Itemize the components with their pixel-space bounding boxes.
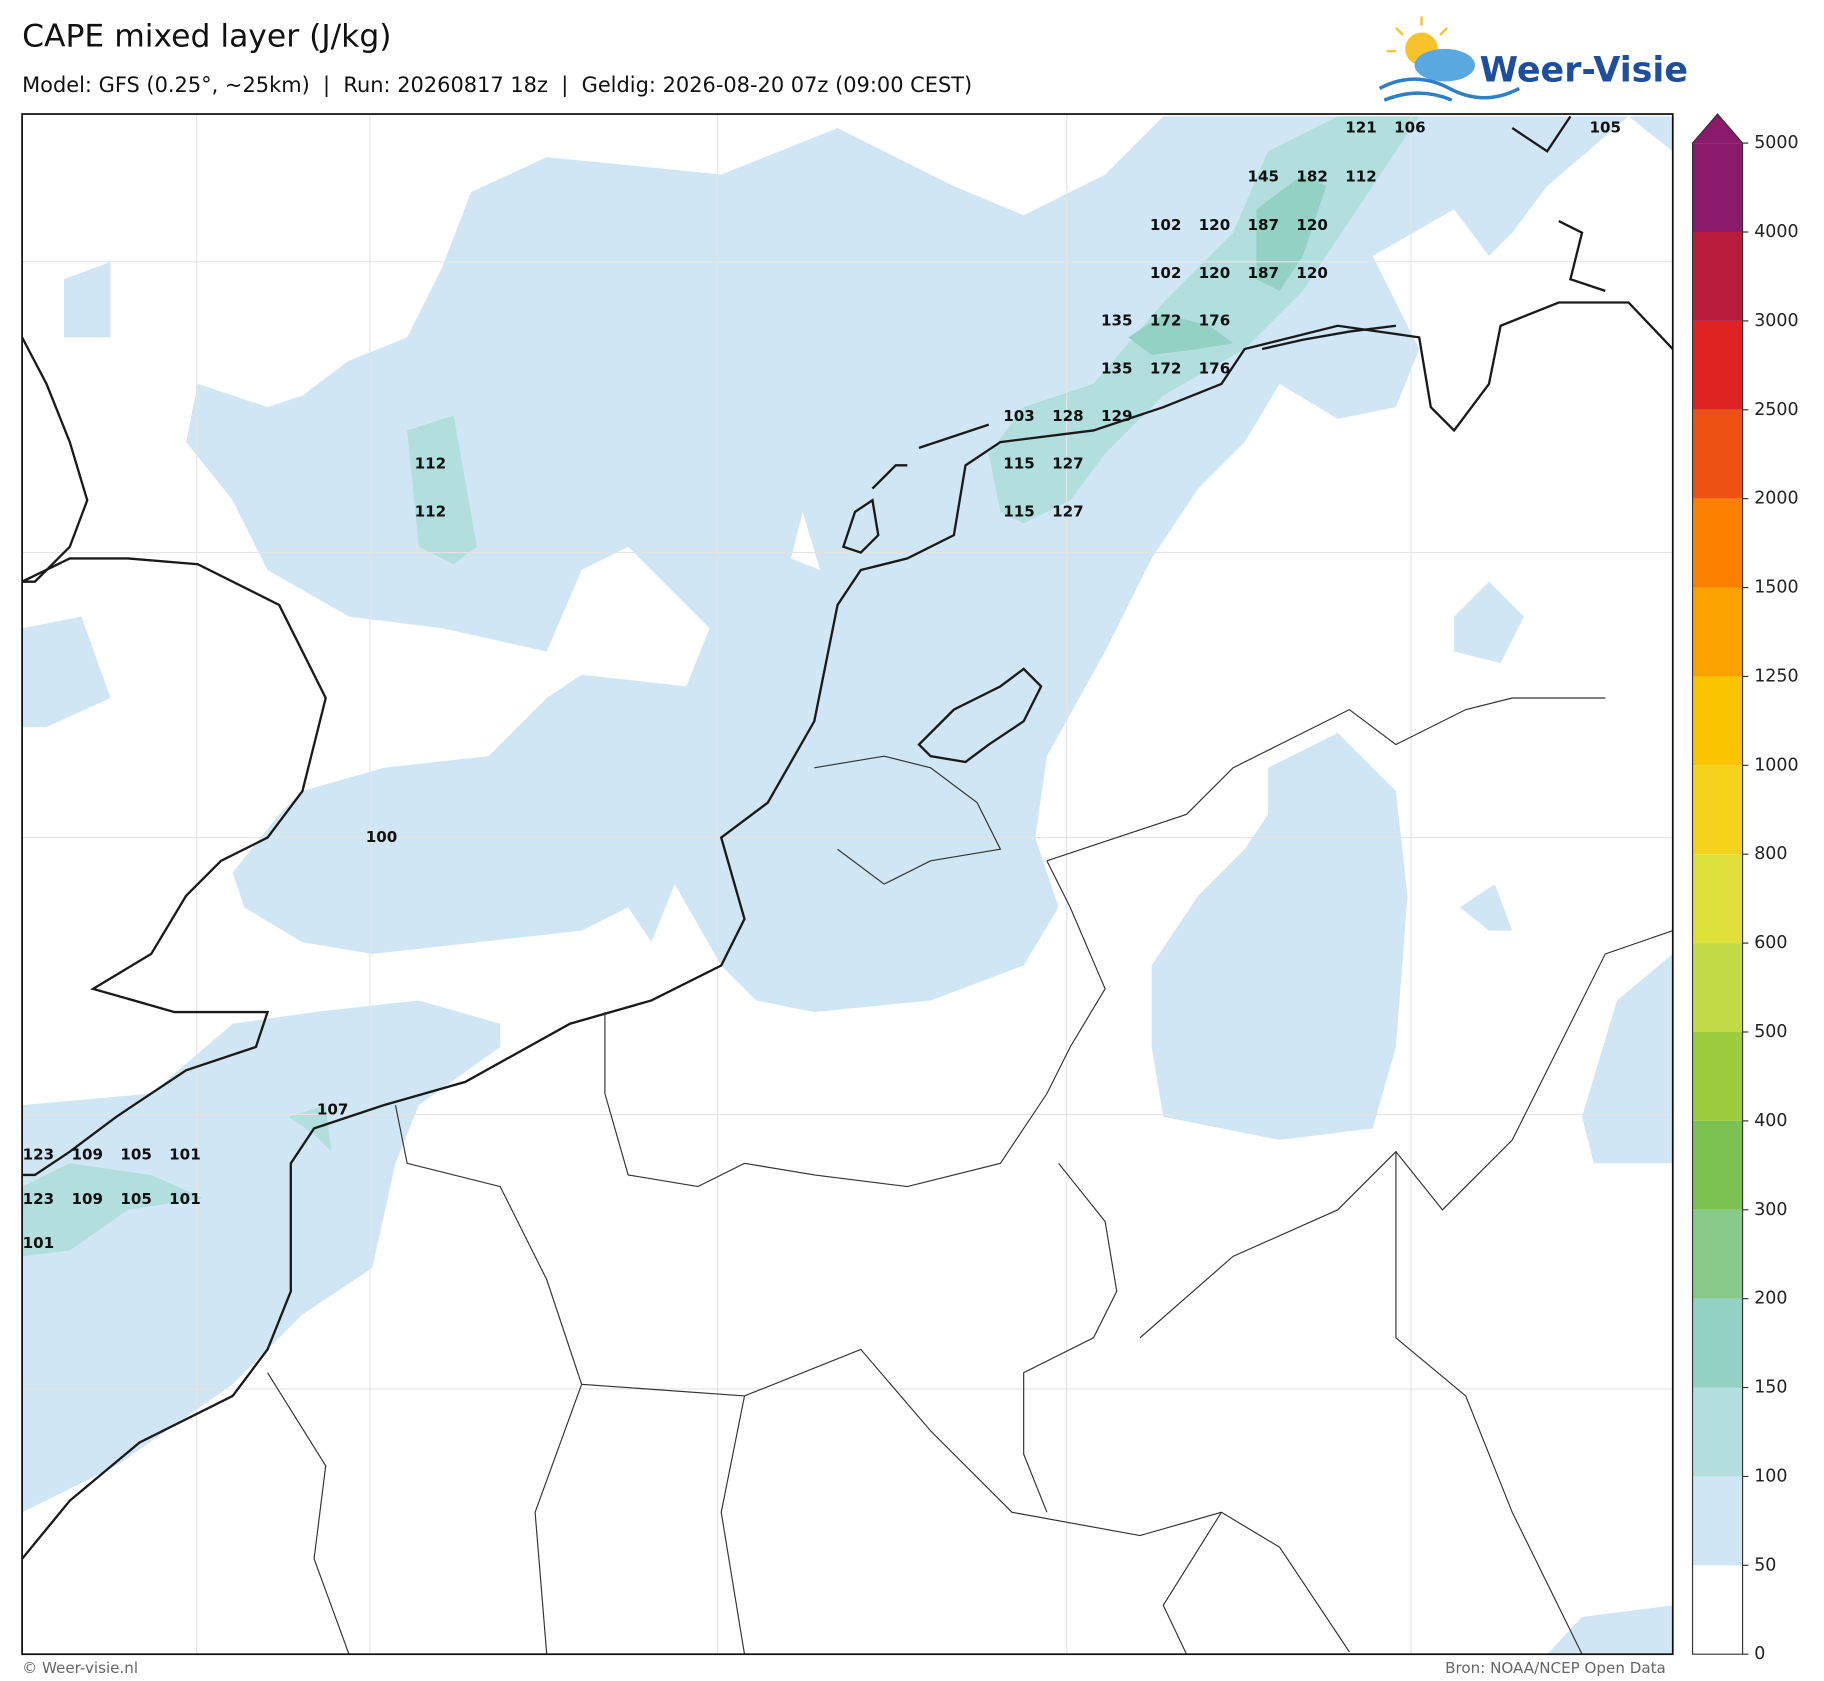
colorbar-segment (1692, 1209, 1743, 1299)
colorbar-extend (1692, 114, 1743, 144)
colorbar-segment (1692, 854, 1743, 944)
colorbar-segment (1692, 1387, 1743, 1477)
colorbar-segment (1692, 1565, 1743, 1655)
cape-value: 128 (1052, 407, 1084, 425)
colorbar-tick-label: 1000 (1754, 755, 1798, 775)
cape-value: 123 (23, 1146, 55, 1164)
colorbar-segment (1692, 409, 1743, 499)
cape-value: 105 (1590, 119, 1622, 137)
colorbar-tick-label: 3000 (1754, 311, 1798, 331)
map-frame (21, 113, 1674, 1656)
cape-value: 145 (1248, 167, 1280, 185)
logo: Weer-Visie (1378, 16, 1688, 102)
cape-value: 100 (366, 828, 398, 846)
cape-value: 176 (1199, 312, 1231, 330)
cape-value: 172 (1150, 359, 1182, 377)
logo-text: Weer-Visie (1480, 50, 1688, 90)
cape-value: 120 (1199, 216, 1231, 234)
colorbar-tick-label: 400 (1754, 1111, 1787, 1131)
colorbar-tick-label: 2000 (1754, 489, 1798, 509)
cape-value: 101 (23, 1234, 55, 1252)
colorbar-tick-label: 50 (1754, 1555, 1776, 1575)
cape-value: 102 (1150, 264, 1182, 282)
colorbar-tick-label: 200 (1754, 1289, 1787, 1309)
cape-value: 182 (1296, 167, 1328, 185)
footer-right: Bron: NOAA/NCEP Open Data (1445, 1659, 1666, 1677)
colorbar-tick-label: 100 (1754, 1466, 1787, 1486)
cape-value: 109 (71, 1146, 103, 1164)
colorbar-tick-label: 1500 (1754, 578, 1798, 598)
cape-value: 109 (71, 1190, 103, 1208)
cape-value: 102 (1150, 216, 1182, 234)
cape-value: 120 (1199, 264, 1231, 282)
cape-value: 176 (1199, 359, 1231, 377)
cape-value: 135 (1101, 359, 1133, 377)
cape-value: 101 (169, 1190, 201, 1208)
colorbar-tick-label: 1250 (1754, 666, 1798, 686)
cape-value: 121 (1345, 119, 1377, 137)
colorbar-segment (1692, 1298, 1743, 1388)
cape-value: 106 (1394, 119, 1426, 137)
cape-value: 112 (1345, 167, 1377, 185)
value-labels: 121 106 105 145 182 112 102 120 187 120 102 120 187 1… (23, 119, 1621, 1253)
subtitle: Model: GFS (0.25°, ~25km) | Run: 2026081… (22, 73, 972, 98)
coastlines (21, 115, 1674, 1560)
colorbar-segment (1692, 587, 1743, 677)
map: 121 106 105 145 182 112 102 120 187 120 102 120 187 1… (21, 113, 1674, 1656)
colorbar-segment (1692, 1031, 1743, 1121)
cape-value: 103 (1003, 407, 1035, 425)
cape-value: 172 (1150, 312, 1182, 330)
colorbar-tick-label: 0 (1754, 1644, 1765, 1664)
colorbar-tick-label: 500 (1754, 1022, 1787, 1042)
colorbar-tick-label: 2500 (1754, 400, 1798, 420)
cape-value: 120 (1296, 264, 1328, 282)
colorbar-segment (1692, 1476, 1743, 1566)
colorbar-segment (1692, 765, 1743, 855)
colorbar-segment (1692, 232, 1743, 321)
cape-value: 115 (1003, 455, 1035, 473)
cape-value: 187 (1248, 216, 1280, 234)
cape-value: 112 (415, 502, 447, 520)
colorbar: 0 50 100 150 200 300 400 500 600 800 1000 1250 1500 2… (1691, 113, 1799, 1664)
cape-value: 101 (169, 1146, 201, 1164)
colorbar-segment (1692, 498, 1743, 588)
borders (267, 697, 1673, 1655)
title: CAPE mixed layer (J/kg) (22, 19, 391, 55)
cape-value: 105 (120, 1190, 152, 1208)
colorbar-segment (1692, 320, 1743, 410)
cape-value: 127 (1052, 502, 1084, 520)
footer-left: © Weer-visie.nl (22, 1659, 138, 1677)
colorbar-tick-label: 800 (1754, 844, 1787, 864)
colorbar-tick-label: 600 (1754, 933, 1787, 953)
cape-value: 135 (1101, 312, 1133, 330)
colorbar-tick-label: 4000 (1754, 222, 1798, 242)
colorbar-tick-label: 300 (1754, 1200, 1787, 1220)
cape-value: 120 (1296, 216, 1328, 234)
colorbar-segment (1692, 943, 1743, 1032)
cape-value: 129 (1101, 407, 1133, 425)
cape-value: 187 (1248, 264, 1280, 282)
colorbar-tick-label: 150 (1754, 1378, 1787, 1398)
colorbar-segment (1692, 1120, 1743, 1210)
cape-value: 107 (317, 1100, 349, 1118)
cape-value: 127 (1052, 455, 1084, 473)
colorbar-segment (1692, 143, 1743, 233)
colorbar-segment (1692, 676, 1743, 766)
colorbar-frame (1691, 113, 1744, 1655)
cape-value: 105 (120, 1146, 152, 1164)
colorbar-tick-label: 5000 (1754, 133, 1798, 153)
cape-value: 115 (1003, 502, 1035, 520)
cape-value: 112 (415, 455, 447, 473)
cape-value: 123 (23, 1190, 55, 1208)
